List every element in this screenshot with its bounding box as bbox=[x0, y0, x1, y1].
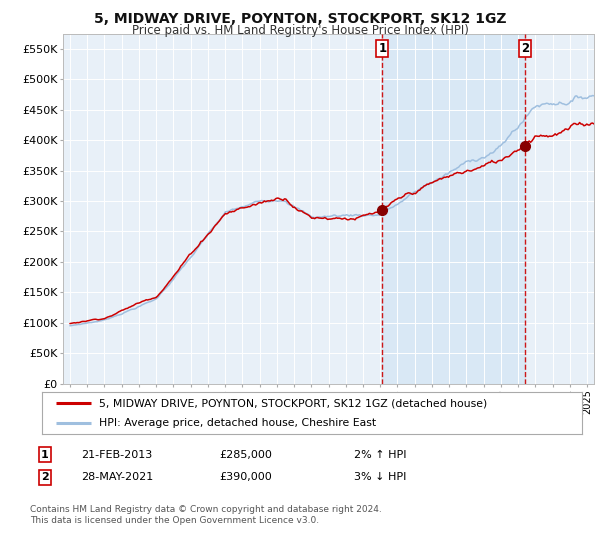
Text: £390,000: £390,000 bbox=[219, 472, 272, 482]
Bar bbox=[382, 34, 525, 384]
Text: Contains HM Land Registry data © Crown copyright and database right 2024.
This d: Contains HM Land Registry data © Crown c… bbox=[30, 505, 382, 525]
Text: 5, MIDWAY DRIVE, POYNTON, STOCKPORT, SK12 1GZ (detached house): 5, MIDWAY DRIVE, POYNTON, STOCKPORT, SK1… bbox=[98, 398, 487, 408]
Text: 2: 2 bbox=[41, 472, 49, 482]
Text: 2: 2 bbox=[521, 43, 529, 55]
Text: 3% ↓ HPI: 3% ↓ HPI bbox=[354, 472, 406, 482]
Text: HPI: Average price, detached house, Cheshire East: HPI: Average price, detached house, Ches… bbox=[98, 418, 376, 428]
Text: Price paid vs. HM Land Registry's House Price Index (HPI): Price paid vs. HM Land Registry's House … bbox=[131, 24, 469, 37]
Text: £285,000: £285,000 bbox=[219, 450, 272, 460]
Text: 1: 1 bbox=[41, 450, 49, 460]
Text: 28-MAY-2021: 28-MAY-2021 bbox=[81, 472, 153, 482]
Text: 2% ↑ HPI: 2% ↑ HPI bbox=[354, 450, 407, 460]
Text: 5, MIDWAY DRIVE, POYNTON, STOCKPORT, SK12 1GZ: 5, MIDWAY DRIVE, POYNTON, STOCKPORT, SK1… bbox=[94, 12, 506, 26]
Text: 21-FEB-2013: 21-FEB-2013 bbox=[81, 450, 152, 460]
Text: 1: 1 bbox=[378, 43, 386, 55]
